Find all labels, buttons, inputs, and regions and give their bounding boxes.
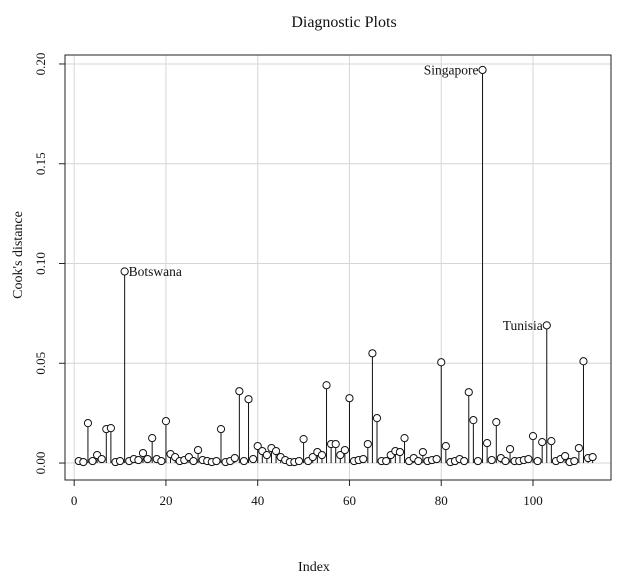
data-point-26 [189,456,198,466]
data-point-63 [359,454,368,464]
data-point-76 [418,447,427,457]
data-point-81 [441,441,450,451]
data-point-40 [253,441,262,451]
data-point-64 [363,439,372,449]
data-point-66 [372,414,382,423]
data-point-111 [579,357,588,366]
data-point-89 [478,65,487,75]
y-axis-label: Cook's distance [11,211,26,299]
x-axis-label: Index [298,560,330,575]
annotation-botswana: Botswana [129,264,182,279]
y-tick-label-0: 0.00 [33,452,48,475]
data-point-101 [533,456,542,466]
data-point-50 [299,434,308,444]
data-point-85 [460,456,469,466]
data-point-42 [262,450,271,460]
x-tick-label-2: 40 [251,493,264,508]
data-point-99 [524,454,533,464]
data-point-2 [79,457,88,467]
data-point-15 [138,448,148,458]
x-tick-label-4: 80 [435,493,448,508]
data-marks [74,65,597,467]
data-point-91 [487,455,496,465]
data-point-37 [239,456,249,466]
data-point-17 [148,433,157,443]
data-point-20 [161,417,171,426]
data-point-75 [414,456,423,466]
data-point-87 [469,416,478,425]
data-point-54 [317,450,327,460]
data-point-55 [322,381,331,390]
data-point-79 [432,454,441,464]
data-point-58 [336,450,345,460]
x-tick-label-3: 60 [343,493,356,508]
data-point-3 [83,419,93,428]
plot-frame [64,54,612,481]
data-point-72 [400,433,409,443]
data-point-14 [134,455,143,465]
data-point-90 [483,438,492,448]
data-point-36 [235,387,244,396]
data-point-19 [157,456,166,466]
y-tick-label-3: 0.15 [33,152,48,175]
axes: 0 20 40 60 80 100 0.00 0.05 0.10 0.15 0.20 [33,53,612,508]
data-point-60 [345,394,354,403]
data-point-71 [395,447,405,457]
y-tick-label-2: 0.10 [33,252,48,275]
data-point-10 [115,456,125,466]
data-point-65 [368,349,377,358]
chart-title: Diagnostic Plots [291,14,396,31]
data-point-57 [331,439,340,449]
data-point-100 [528,432,538,441]
data-point-49 [294,456,304,466]
x-tick-label-5: 100 [523,493,543,508]
data-point-8 [106,424,115,433]
x-tick-label-1: 20 [159,493,172,508]
data-point-27 [193,445,203,455]
data-point-38 [244,395,253,404]
data-point-52 [308,452,317,462]
data-point-88 [473,456,483,466]
x-tick-label-0: 0 [71,493,78,508]
data-point-92 [492,418,501,427]
data-point-39 [249,454,258,464]
data-point-32 [216,425,226,434]
data-point-113 [588,452,597,462]
data-point-6 [97,454,106,464]
data-point-11 [120,267,129,276]
data-point-104 [547,436,556,446]
data-point-44 [271,446,281,456]
data-point-68 [382,456,391,466]
data-point-110 [574,443,583,453]
data-point-109 [570,456,579,466]
y-tick-label-1: 0.05 [33,352,48,375]
data-point-31 [212,456,221,466]
data-point-94 [501,456,510,466]
data-point-35 [230,453,239,463]
data-point-102 [538,437,547,447]
data-point-86 [464,388,473,397]
annotations: Botswana Singapore Tunisia [129,62,543,332]
data-point-59 [340,445,349,455]
data-point-103 [542,321,551,330]
y-tick-label-4: 0.20 [33,53,48,76]
annotation-tunisia: Tunisia [503,318,543,333]
data-point-95 [505,444,515,454]
data-point-4 [88,456,97,466]
annotation-singapore: Singapore [424,62,479,77]
data-point-80 [437,358,446,367]
data-point-16 [143,454,152,464]
data-point-107 [561,451,570,461]
